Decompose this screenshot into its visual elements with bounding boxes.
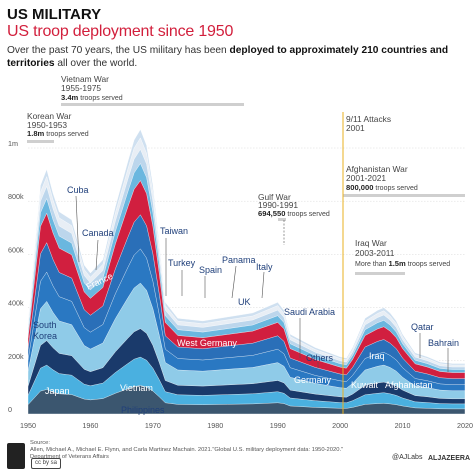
iraq-troops-value: 1.5m (388, 259, 406, 268)
gulf-war-title: Gulf War (258, 192, 291, 202)
intro-bold: deployed to approximately 210 countries … (7, 45, 449, 69)
gulf-war-years: 1990-1991 (258, 200, 298, 210)
intro-plain: Over the past 70 years, the US military … (7, 45, 230, 56)
x-tick-label: 1980 (207, 421, 223, 430)
sept11-year: 2001 (346, 123, 365, 133)
label-west-germany: West Germany (177, 338, 237, 348)
gulf-troops-suffix: troops served (285, 211, 329, 218)
label-taiwan: Taiwan (160, 226, 188, 236)
cc-license-icon: cc by sa (31, 458, 61, 469)
gulf-war-troops: 694,550 troops served (258, 209, 330, 218)
korea-war-title: Korean War (27, 111, 72, 121)
area-layer (27, 385, 466, 415)
label-kuwait: Kuwait (351, 380, 379, 390)
iraq-war-years: 2003-2011 (355, 248, 395, 258)
y-tick-label: 600k (8, 245, 24, 254)
afghanistan-war-years: 2001-2021 (346, 173, 386, 183)
label-vietnam: Vietnam (120, 383, 153, 393)
label-spain: Spain (199, 265, 222, 275)
y-tick-label: 0 (8, 405, 12, 414)
cuba-leader (75, 195, 80, 263)
source-line-1: Allen, Michael A., Michael E. Flynn, and… (30, 447, 344, 453)
handle: @AJLabs (392, 454, 423, 461)
x-tick-label: 1960 (82, 421, 98, 430)
vietnam-war-years: 1955-1975 (61, 83, 101, 93)
y-tick-label: 800k (8, 192, 24, 201)
iraq-war-troops: More than 1.5m troops served (355, 259, 450, 268)
x-tick-label: 2010 (395, 421, 411, 430)
afghanistan-war-bar (343, 194, 465, 197)
iraq-troops-suffix: troops served (406, 261, 450, 268)
iraq-war-bar (355, 272, 405, 275)
label-leaders (75, 195, 449, 372)
x-axis-ticks: 1950 1960 1970 1980 1990 2000 2010 2020 (20, 421, 473, 430)
intro-tail: all over the world. (54, 57, 138, 69)
label-panama: Panama (222, 255, 256, 265)
gulf-troops-value: 694,550 (258, 209, 285, 218)
vietnam-troops-value: 3.4m (61, 93, 79, 102)
label-canada: Canada (82, 228, 114, 238)
label-uk: UK (238, 297, 251, 307)
x-tick-label: 1990 (270, 421, 286, 430)
vietnam-troops-suffix: troops served (78, 95, 122, 102)
korea-troops-suffix: troops served (44, 131, 88, 138)
source-label: Source: (30, 440, 50, 446)
iraq-war-title: Iraq War (355, 238, 387, 248)
label-cuba: Cuba (67, 185, 89, 195)
vietnam-war-troops: 3.4m troops served (61, 93, 123, 102)
afghanistan-war-title: Afghanistan War (346, 164, 408, 174)
chart-title: US troop deployment since 1950 (7, 23, 234, 40)
x-tick-label: 2000 (332, 421, 348, 430)
korea-war-years: 1950-1953 (27, 120, 67, 130)
brand-logo: ALJAZEERA (428, 455, 471, 462)
afghanistan-troops-suffix: troops served (373, 185, 417, 192)
label-turkey: Turkey (168, 258, 196, 268)
label-bahrain: Bahrain (428, 338, 459, 348)
y-axis-ticks: 0 200k 400k 600k 800k 1m (8, 139, 24, 414)
label-italy: Italy (256, 262, 273, 272)
afghanistan-war-troops: 800,000 troops served (346, 183, 418, 192)
canada-leader (95, 239, 99, 271)
label-iraq: Iraq (369, 351, 385, 361)
vietnam-war-bar (61, 103, 244, 106)
korea-troops-value: 1.8m (27, 129, 45, 138)
korea-war-bar (27, 140, 54, 143)
label-others: Others (306, 353, 334, 363)
panama-leader (231, 265, 237, 299)
label-japan: Japan (45, 386, 70, 396)
label-germany: Germany (294, 375, 332, 385)
afghanistan-troops-value: 800,000 (346, 183, 373, 192)
gulf-war-bar (278, 218, 286, 221)
y-tick-label: 400k (8, 299, 24, 308)
source-line-2: Department of Veterans Affairs (30, 454, 109, 460)
area-layers (27, 128, 466, 415)
x-tick-label: 2020 (457, 421, 473, 430)
kicker: US MILITARY (7, 6, 102, 23)
iraq-troops-prefix: More than (355, 261, 388, 268)
label-south-korea-1: South (33, 320, 57, 330)
label-saudi-arabia: Saudi Arabia (284, 307, 335, 317)
y-tick-label: 1m (8, 139, 18, 148)
y-tick-label: 200k (8, 352, 24, 361)
label-south-korea-2: Korea (33, 331, 57, 341)
x-tick-label: 1970 (145, 421, 161, 430)
aj-badge-icon (7, 443, 25, 469)
label-qatar: Qatar (411, 322, 434, 332)
label-afghanistan: Afghanistan (385, 380, 433, 390)
sept11-title: 9/11 Attacks (346, 114, 391, 124)
label-philippines: Philippines (121, 405, 165, 415)
intro-text: Over the past 70 years, the US military … (7, 45, 467, 70)
italy-leader (261, 271, 265, 299)
vietnam-war-title: Vietnam War (61, 74, 109, 84)
source-text: Source: Allen, Michael A., Michael E. Fl… (30, 440, 390, 461)
korea-war-troops: 1.8m troops served (27, 129, 89, 138)
x-tick-label: 1950 (20, 421, 36, 430)
